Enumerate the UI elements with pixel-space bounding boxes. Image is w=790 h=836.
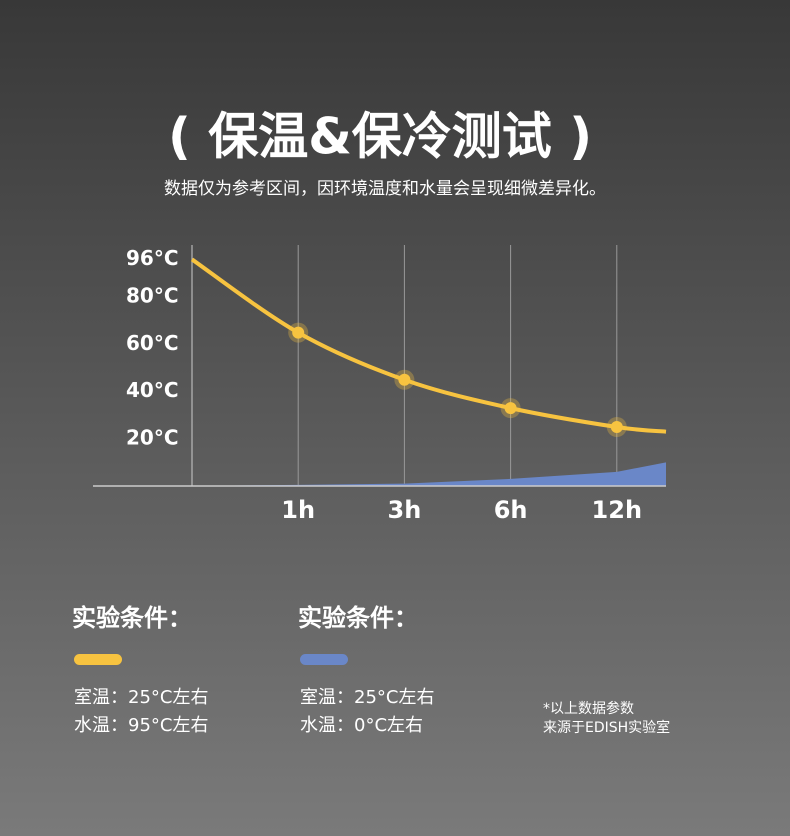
- marker: [610, 421, 623, 433]
- y-tick-label: 40°C: [126, 378, 179, 402]
- condition-line: 室温：25°C左右: [300, 687, 434, 708]
- marker: [398, 373, 411, 386]
- legend-swatch: [74, 654, 122, 665]
- marker: [292, 326, 305, 339]
- condition-heading: 实验条件：: [298, 604, 418, 632]
- chart-subtitle: 数据仅为参考区间，因环境温度和水量会呈现细微差异化。: [164, 179, 606, 199]
- y-tick-label: 60°C: [126, 331, 179, 355]
- y-tick-label: 96°C: [126, 246, 179, 270]
- condition-line: 水温：95°C左右: [74, 715, 208, 736]
- y-tick-label: 20°C: [126, 425, 179, 449]
- note: *以上数据参数: [543, 700, 634, 717]
- condition-line: 水温：0°C左右: [300, 715, 423, 736]
- condition-line: 室温：25°C左右: [74, 687, 208, 708]
- condition-heading: 实验条件：: [72, 604, 192, 632]
- x-tick-label: 12h: [592, 496, 642, 524]
- x-tick-label: 3h: [388, 496, 422, 524]
- legend-swatch: [300, 654, 348, 665]
- y-tick-label: 80°C: [126, 284, 179, 308]
- x-tick-label: 1h: [281, 496, 315, 524]
- area: [192, 462, 666, 486]
- chart-title: ( 保温&保冷测试 ): [168, 108, 592, 166]
- x-tick-label: 6h: [494, 496, 528, 524]
- marker: [504, 402, 517, 415]
- line: [190, 257, 667, 434]
- note: 来源于EDISH实验室: [543, 719, 670, 736]
